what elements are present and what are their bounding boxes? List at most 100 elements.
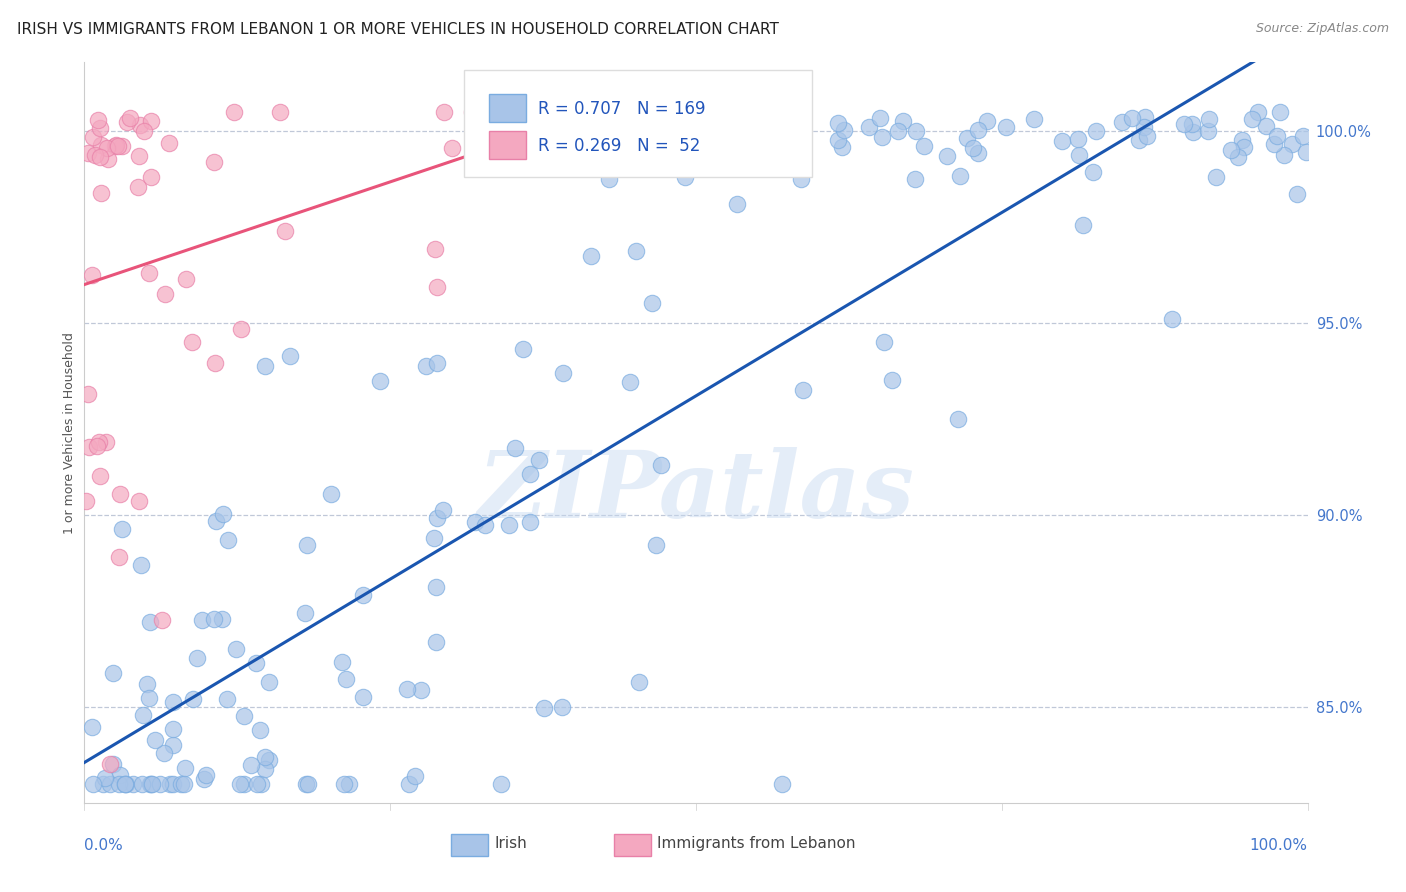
Point	[215, 692, 238, 706]
Point	[423, 242, 446, 256]
Point	[141, 114, 163, 128]
Point	[149, 776, 172, 790]
Point	[869, 111, 891, 125]
Point	[98, 757, 121, 772]
Point	[181, 334, 204, 349]
Point	[141, 170, 163, 185]
Text: Immigrants from Lebanon: Immigrants from Lebanon	[657, 836, 855, 851]
Point	[96, 140, 118, 154]
Point	[1241, 112, 1264, 126]
Point	[89, 121, 111, 136]
Point	[86, 439, 108, 453]
Point	[139, 615, 162, 629]
Point	[332, 776, 354, 790]
Point	[170, 776, 193, 790]
Point	[150, 613, 173, 627]
Point	[1230, 132, 1253, 146]
Point	[946, 412, 969, 426]
Point	[229, 776, 252, 790]
Point	[1198, 112, 1220, 127]
Point	[1121, 112, 1143, 126]
Point	[162, 722, 184, 736]
Point	[141, 776, 163, 790]
Point	[512, 343, 534, 357]
Point	[551, 366, 574, 380]
Point	[143, 733, 166, 747]
Point	[464, 515, 486, 529]
Point	[1226, 150, 1249, 164]
Point	[1254, 119, 1277, 133]
Text: IRISH VS IMMIGRANTS FROM LEBANON 1 OR MORE VEHICLES IN HOUSEHOLD CORRELATION CHA: IRISH VS IMMIGRANTS FROM LEBANON 1 OR MO…	[17, 22, 779, 37]
Point	[111, 138, 134, 153]
Text: Source: ZipAtlas.com: Source: ZipAtlas.com	[1256, 22, 1389, 36]
Point	[1173, 118, 1195, 132]
Point	[138, 266, 160, 280]
Point	[976, 113, 998, 128]
Point	[527, 453, 550, 467]
Point	[249, 723, 271, 738]
Point	[904, 172, 927, 186]
Point	[132, 708, 155, 723]
Point	[1111, 115, 1133, 129]
Point	[211, 507, 233, 521]
Point	[503, 441, 526, 455]
Point	[1233, 140, 1256, 154]
Point	[880, 373, 903, 387]
Point	[131, 776, 153, 790]
Point	[253, 750, 276, 764]
Point	[891, 114, 914, 128]
Point	[423, 531, 446, 545]
Point	[294, 776, 316, 790]
Point	[1022, 112, 1045, 126]
Point	[162, 738, 184, 752]
Point	[193, 772, 215, 786]
Point	[966, 146, 988, 161]
Point	[105, 138, 128, 153]
Point	[90, 138, 112, 153]
Point	[519, 467, 541, 481]
Point	[827, 116, 849, 130]
Point	[82, 268, 104, 282]
Point	[186, 651, 208, 665]
Point	[249, 776, 271, 790]
Point	[352, 690, 374, 705]
Point	[1067, 132, 1090, 146]
Point	[962, 141, 984, 155]
Point	[162, 776, 184, 790]
Point	[108, 776, 131, 790]
Text: R = 0.269   N =  52: R = 0.269 N = 52	[538, 137, 700, 155]
Point	[114, 776, 136, 790]
Point	[415, 359, 437, 373]
Point	[84, 148, 107, 162]
Point	[967, 123, 990, 137]
Point	[650, 458, 672, 473]
Point	[432, 502, 454, 516]
Point	[1161, 311, 1184, 326]
Point	[1295, 145, 1317, 159]
Point	[1205, 170, 1227, 185]
Point	[202, 612, 225, 626]
Point	[582, 114, 605, 128]
Point	[368, 375, 391, 389]
Y-axis label: 1 or more Vehicles in Household: 1 or more Vehicles in Household	[63, 332, 76, 533]
Point	[76, 146, 98, 161]
Point	[1268, 105, 1291, 120]
Point	[995, 120, 1018, 135]
Point	[217, 533, 239, 548]
Point	[1265, 129, 1288, 144]
Point	[1247, 105, 1270, 120]
Point	[86, 113, 108, 128]
Point	[204, 154, 226, 169]
Point	[426, 511, 449, 525]
Point	[489, 776, 512, 790]
Point	[1052, 134, 1074, 148]
Point	[91, 776, 114, 790]
Point	[224, 105, 246, 120]
FancyBboxPatch shape	[614, 834, 651, 856]
Point	[770, 776, 793, 790]
Point	[550, 700, 572, 714]
Point	[82, 776, 104, 790]
Point	[232, 776, 254, 790]
Point	[713, 110, 735, 124]
Point	[598, 171, 620, 186]
